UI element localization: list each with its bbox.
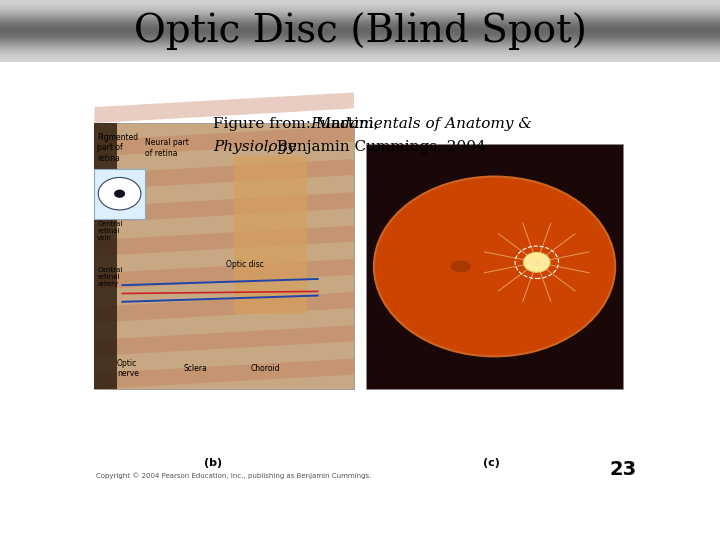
Text: (b): (b) [204, 458, 222, 468]
Bar [366, 144, 623, 389]
Bar [94, 123, 117, 389]
Polygon shape [94, 126, 354, 156]
Text: Choroid: Choroid [251, 364, 280, 373]
Polygon shape [94, 359, 354, 389]
Bar [94, 168, 145, 219]
Text: Central
retinal
artery: Central retinal artery [97, 267, 122, 287]
Text: Copyright © 2004 Pearson Education, Inc., publishing as Benjamin Cummings.: Copyright © 2004 Pearson Education, Inc.… [96, 472, 371, 478]
Circle shape [523, 252, 550, 272]
Text: Pigmented
part of
retina: Pigmented part of retina [97, 133, 138, 163]
Polygon shape [94, 259, 354, 289]
Polygon shape [94, 226, 354, 256]
Text: Physiology: Physiology [213, 140, 296, 154]
Polygon shape [94, 292, 354, 322]
Text: Neural part
of retina: Neural part of retina [145, 138, 189, 158]
Bar [234, 156, 307, 314]
Text: Optic
nerve: Optic nerve [117, 359, 139, 378]
Text: Optic disc: Optic disc [225, 260, 264, 269]
Ellipse shape [98, 178, 141, 210]
Text: , Benjamin Cummings, 2004: , Benjamin Cummings, 2004 [267, 140, 486, 154]
Text: Sclera: Sclera [184, 364, 207, 373]
Bar [94, 123, 354, 389]
Text: Figure from: Martini,: Figure from: Martini, [213, 117, 383, 131]
Polygon shape [94, 192, 354, 223]
Text: (c): (c) [483, 458, 500, 468]
Text: Central
retinal
vein: Central retinal vein [97, 221, 122, 241]
Polygon shape [94, 325, 354, 356]
Ellipse shape [451, 261, 471, 272]
Text: Fundamentals of Anatomy &: Fundamentals of Anatomy & [310, 117, 532, 131]
Polygon shape [94, 92, 354, 123]
Circle shape [374, 177, 615, 356]
Polygon shape [94, 159, 354, 190]
Text: 23: 23 [610, 460, 637, 478]
Text: Optic Disc (Blind Spot): Optic Disc (Blind Spot) [133, 12, 587, 50]
Circle shape [114, 190, 125, 198]
